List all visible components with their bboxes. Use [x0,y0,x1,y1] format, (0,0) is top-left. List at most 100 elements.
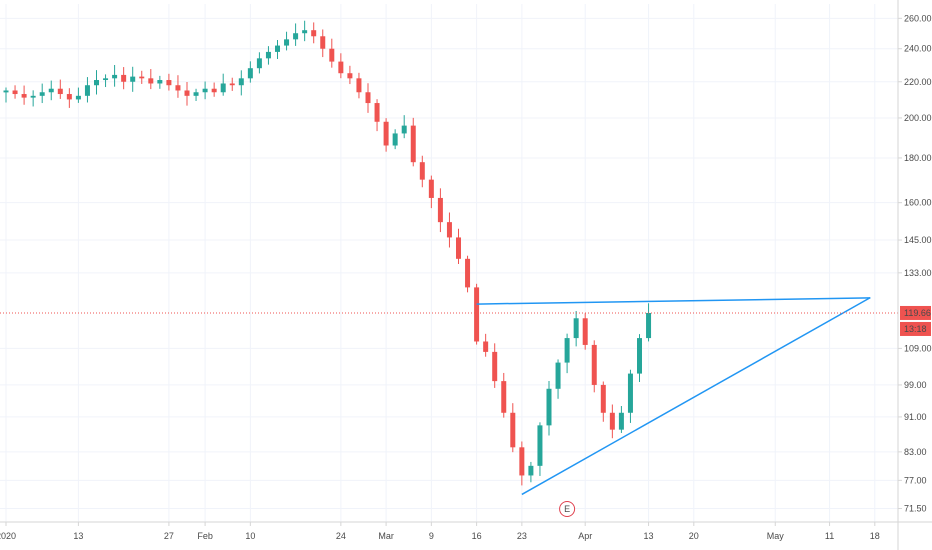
candle-body [546,388,552,426]
candle-body [446,222,452,238]
candle-body [238,78,244,86]
time-tick-label: 13 [644,531,654,541]
candle-body [48,88,54,93]
candle-body [492,351,498,382]
time-tick-label: 27 [164,531,174,541]
candle-body [410,125,416,163]
candle-body [265,51,271,59]
time-tick-label: 24 [336,531,346,541]
time-tick-label: 23 [517,531,527,541]
price-tick-label: 220.00 [904,77,932,87]
candle-body [121,74,127,82]
candle-body [637,338,642,374]
price-tick-label: 91.00 [904,412,927,422]
candle-body [130,76,136,82]
candle-body [139,76,145,79]
candle-body [329,48,335,62]
price-tick-label: 260.00 [904,13,932,23]
candle-body [256,58,262,69]
trendline [476,297,871,305]
candle-body [465,258,471,288]
candle-body [365,92,371,104]
candle-body [510,412,516,448]
candle-body [618,412,624,430]
candle-body [646,312,652,339]
time-tick-label: Feb [197,531,213,541]
price-tick-label: 99.00 [904,380,927,390]
candle-body [103,78,109,81]
candle-body [428,179,434,198]
countdown-badge: 13:18 [900,321,931,336]
trendline-layer [476,296,871,496]
price-tick-label: 180.00 [904,153,932,163]
candle-body [66,94,72,100]
candle-body [600,384,606,413]
time-tick-label: 2020 [0,531,16,541]
candle-body [474,287,480,342]
countdown-badge-bg [900,321,931,336]
candle-body [392,133,398,146]
earnings-marker[interactable]: E [559,501,576,517]
candle-body [211,88,217,93]
candle-body [419,162,425,180]
time-tick-label: 10 [245,531,255,541]
candle-body [75,95,81,100]
candle-body [94,80,99,86]
candle-body [284,39,290,46]
price-tick-label: 71.50 [904,503,927,513]
candle-body [456,237,461,259]
earnings-marker-circle[interactable] [559,501,576,517]
time-tick-label: May [767,531,785,541]
candle-body [347,73,353,79]
time-tick-label: 16 [472,531,482,541]
candle-body [591,344,597,385]
candle-body [175,85,181,91]
candle-body [320,36,326,49]
candle-body [573,318,579,339]
candle-body [184,90,190,96]
candle-body [609,412,615,430]
price-tick-label: 200.00 [904,113,932,123]
time-tick-label: 18 [870,531,880,541]
price-tick-label: 160.00 [904,198,932,208]
candle-body [555,362,561,389]
candle-body [220,83,226,93]
price-axis[interactable]: 260.00 240.00 220.00 200.00 180.00 160.00 145.… [898,13,932,513]
last-price-label: 119.66 [904,308,931,318]
countdown-label: 13:18 [904,324,927,334]
time-tick-label: Mar [378,531,394,541]
time-tick-label: 20 [689,531,699,541]
candle-body [302,30,308,34]
last-price-badge-bg [900,305,931,320]
candle-body [293,33,299,40]
candle-body [57,88,63,95]
candle-body [112,74,118,79]
candle-body [528,465,534,476]
candle-body [437,197,443,223]
candle-body [501,381,507,413]
price-tick-label: 145.00 [904,235,932,245]
candle-body [229,83,235,86]
earnings-marker-label: E [564,504,570,514]
candle-body [519,447,525,476]
time-axis[interactable]: 2020 13 27 Feb 10 24 Mar 9 16 23 Apr 13 20 May 11 18 [0,522,880,541]
candle-body [166,80,172,86]
candle-body [374,103,380,122]
price-tick-label: 83.00 [904,447,927,457]
candle-body [12,90,18,95]
candle-body [627,373,633,413]
price-tick-label: 109.00 [904,343,932,353]
trendline [521,296,871,496]
time-tick-label: 13 [73,531,83,541]
candle-body [483,341,489,352]
price-tick-label: 77.00 [904,475,927,485]
candle-body [582,318,588,345]
candle-body [30,95,36,98]
candle-body [338,61,344,74]
last-price-badge: 119.66 [900,305,931,320]
candle-body [148,78,154,84]
candle-body [537,425,543,466]
candle-body [247,68,253,79]
candle-body [84,85,90,96]
